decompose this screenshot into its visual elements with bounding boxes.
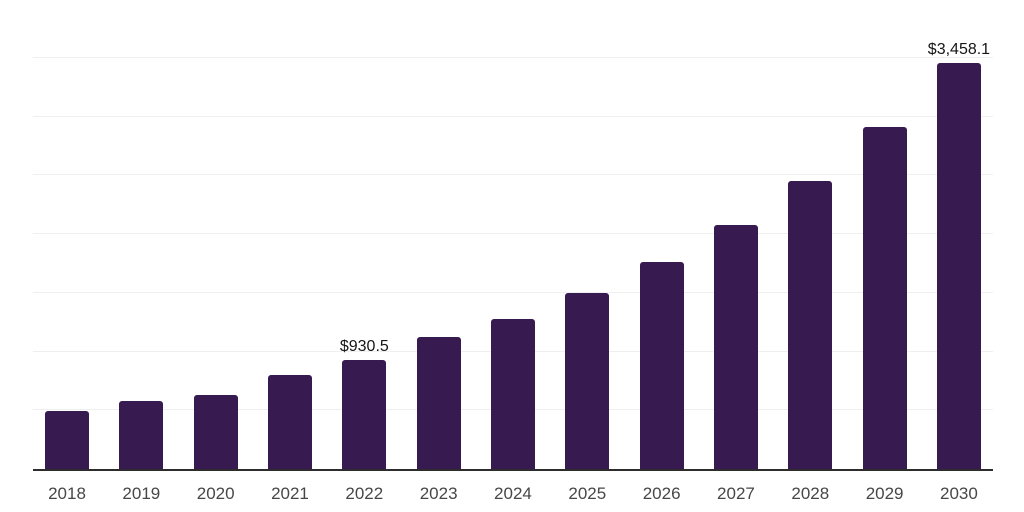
bar-2021[interactable] bbox=[267, 375, 312, 469]
x-axis-label-2023: 2023 bbox=[419, 484, 458, 503]
x-axis-labels: 2018 2019 2020 2021 2022 2023 2024 2025 2026 2027… bbox=[33, 484, 993, 504]
bar-2019[interactable] bbox=[119, 400, 164, 469]
bar-group-2021 bbox=[267, 0, 312, 469]
gridline-3000 bbox=[33, 115, 993, 117]
bar-group-2022: $930.5 bbox=[339, 0, 389, 469]
x-axis-label-2020: 2020 bbox=[196, 484, 235, 503]
bar-2023[interactable] bbox=[416, 337, 461, 469]
x-axis-label-2018: 2018 bbox=[48, 484, 86, 503]
x-axis-label-2027: 2027 bbox=[717, 484, 755, 503]
bar-2022[interactable] bbox=[342, 359, 387, 469]
x-axis-label-2025: 2025 bbox=[568, 484, 607, 503]
bar-value-label-2030: $3,458.1 bbox=[927, 40, 991, 58]
bar-2025[interactable] bbox=[565, 292, 610, 469]
x-axis-label-2024: 2024 bbox=[494, 484, 532, 503]
gridline-2000 bbox=[33, 233, 993, 235]
gridline-1500 bbox=[33, 291, 993, 293]
bar-group-2029 bbox=[862, 0, 907, 469]
bar-2029[interactable] bbox=[862, 126, 907, 469]
bar-group-2030: $3,458.1 bbox=[928, 0, 990, 469]
bar-group-2020 bbox=[193, 0, 238, 469]
bar-group-2027 bbox=[713, 0, 758, 469]
x-axis-label-2030: 2030 bbox=[940, 484, 978, 503]
bar-group-2028 bbox=[788, 0, 833, 469]
bars-row: $930.5 $3,458.1 bbox=[33, 0, 993, 469]
bar-2024[interactable] bbox=[490, 319, 535, 469]
bar-2030[interactable] bbox=[936, 62, 981, 469]
bar-group-2025 bbox=[565, 0, 610, 469]
bar-group-2019 bbox=[119, 0, 164, 469]
bar-2028[interactable] bbox=[788, 180, 833, 469]
bar-value-label-2022: $930.5 bbox=[339, 337, 389, 355]
bar-2020[interactable] bbox=[193, 395, 238, 469]
x-axis-label-2026: 2026 bbox=[642, 484, 681, 503]
x-axis-label-2022: 2022 bbox=[345, 484, 384, 503]
bar-2026[interactable] bbox=[639, 262, 684, 469]
bar-group-2018 bbox=[45, 0, 89, 469]
x-axis-label-2028: 2028 bbox=[791, 484, 830, 503]
x-axis-label-2021: 2021 bbox=[271, 484, 309, 503]
bar-2027[interactable] bbox=[713, 225, 758, 469]
bar-2018[interactable] bbox=[45, 410, 89, 469]
bar-group-2023 bbox=[416, 0, 461, 469]
bar-chart: $930.5 $3,458.1 bbox=[33, 0, 993, 471]
gridline-2500 bbox=[33, 174, 993, 176]
gridline-3500 bbox=[33, 56, 993, 58]
x-axis-label-2019: 2019 bbox=[122, 484, 161, 503]
bar-group-2026 bbox=[639, 0, 684, 469]
x-axis-label-2029: 2029 bbox=[865, 484, 904, 503]
bar-group-2024 bbox=[490, 0, 535, 469]
